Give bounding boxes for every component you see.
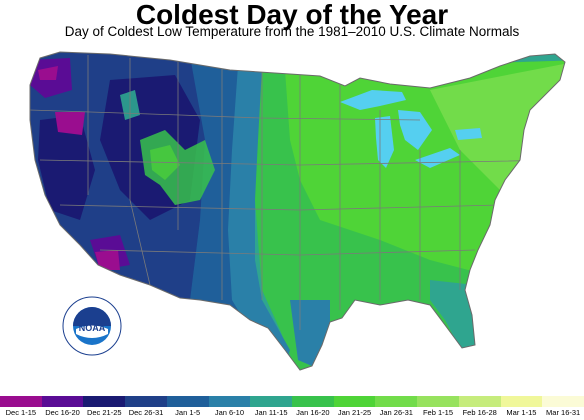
legend-swatch-5 xyxy=(208,396,251,407)
noaa-logo: NOAA xyxy=(62,296,122,356)
legend-label-1: Dec 16-20 xyxy=(45,408,80,417)
legend-label-6: Jan 11-15 xyxy=(254,408,288,417)
noaa-logo-text: NOAA xyxy=(79,323,106,333)
legend-swatch-1 xyxy=(41,396,84,407)
map-fill-south xyxy=(430,280,478,348)
legend-label-11: Feb 16-28 xyxy=(462,408,497,417)
map-subtitle: Day of Coldest Low Temperature from the … xyxy=(64,24,520,39)
legend-swatch-0 xyxy=(0,396,43,407)
legend-swatch-11 xyxy=(458,396,502,407)
legend-label-9: Jan 26-31 xyxy=(379,408,413,417)
legend-swatch-7 xyxy=(292,396,335,407)
legend-swatch-2 xyxy=(83,396,126,407)
legend: Dec 1-15 Dec 16-20 Dec 21-25 Dec 26-31 Jan 1… xyxy=(0,396,584,420)
legend-label-7: Jan 16-20 xyxy=(296,408,330,417)
legend-swatch-4 xyxy=(166,396,210,407)
state-borders xyxy=(30,55,561,330)
lake-erie xyxy=(415,148,460,168)
legend-label-0: Dec 1-15 xyxy=(5,408,37,417)
legend-swatch-13 xyxy=(542,396,584,407)
legend-swatch-8 xyxy=(333,396,376,407)
legend-swatch-6 xyxy=(250,396,293,407)
legend-label-4: Jan 1-5 xyxy=(175,408,201,417)
legend-label-3: Dec 26-31 xyxy=(128,408,164,417)
legend-swatch-10 xyxy=(417,396,460,407)
legend-label-13: Mar 16-31 xyxy=(546,408,581,417)
map-fill-dec1-15 xyxy=(55,112,85,135)
legend-label-10: Feb 1-15 xyxy=(422,408,453,417)
legend-label-8: Jan 21-25 xyxy=(337,408,372,417)
legend-swatch-12 xyxy=(500,396,543,407)
legend-label-12: Mar 1-15 xyxy=(506,408,537,417)
legend-swatch-3 xyxy=(125,396,168,407)
legend-label-2: Dec 21-25 xyxy=(86,408,122,417)
legend-label-5: Jan 6-10 xyxy=(214,408,244,417)
map-title: Coldest Day of the Year xyxy=(135,0,449,30)
legend-swatch-9 xyxy=(375,396,418,407)
lake-ontario xyxy=(455,128,482,140)
lake-superior xyxy=(340,90,406,110)
